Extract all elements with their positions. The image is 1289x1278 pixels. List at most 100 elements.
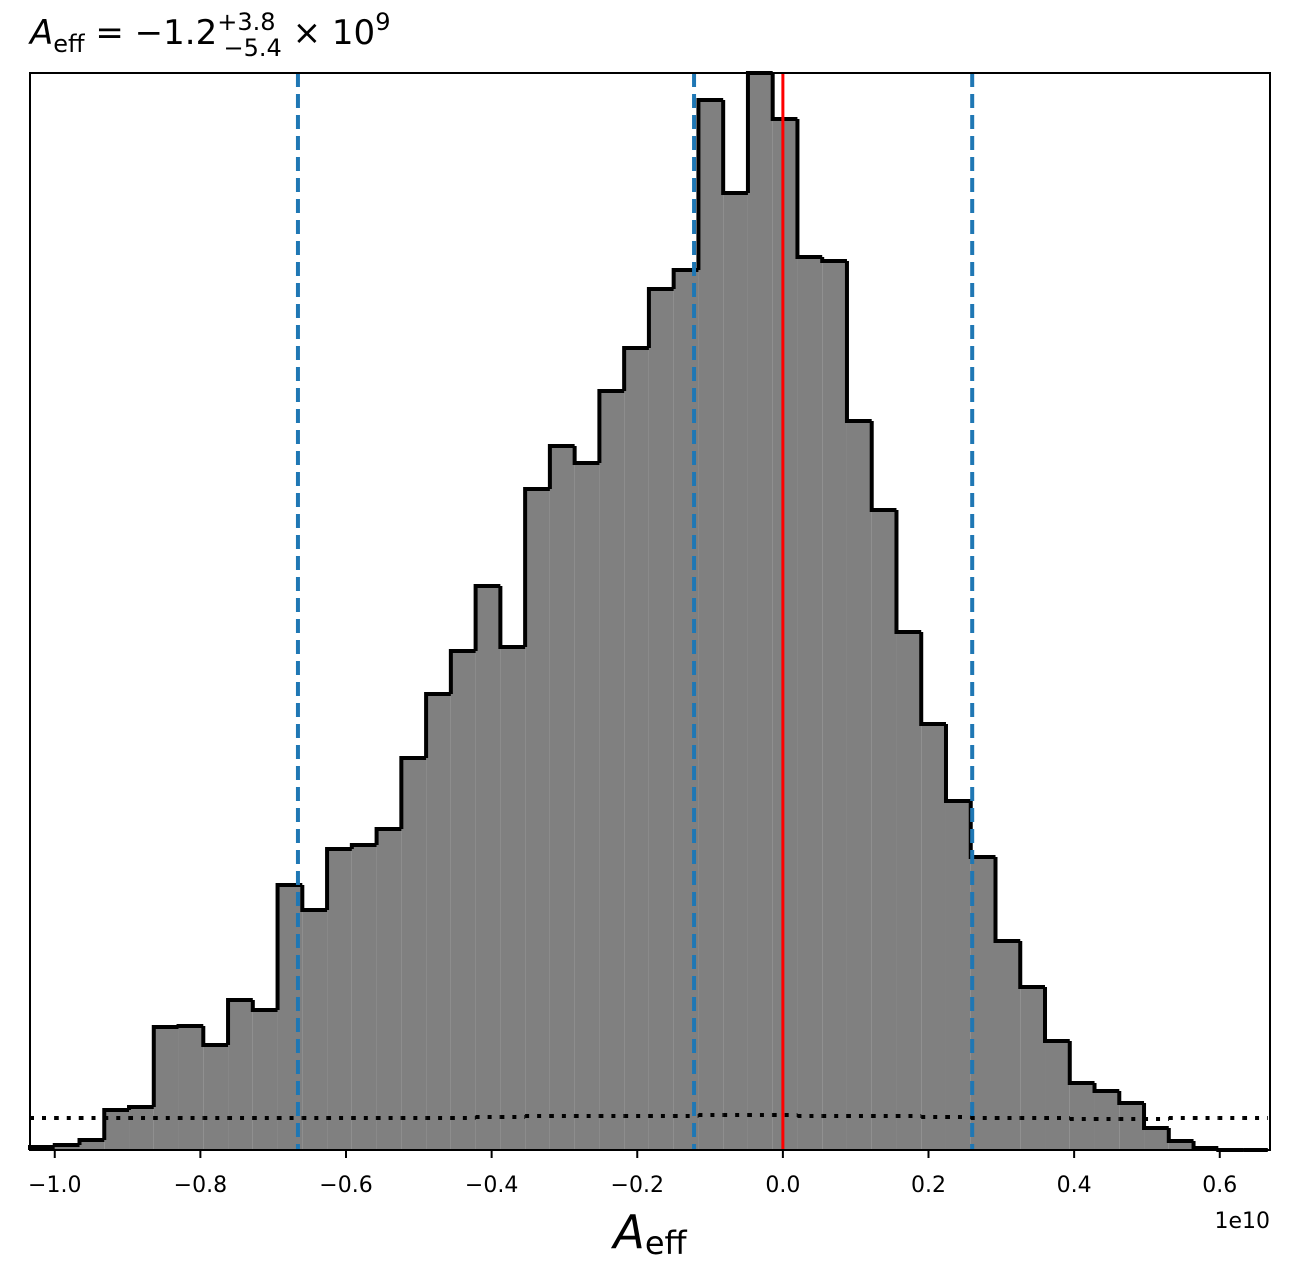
x-tick-label: −0.8 <box>174 1173 227 1198</box>
bar <box>896 632 922 1150</box>
x-tick-label: −0.6 <box>319 1173 372 1198</box>
bar <box>1119 1103 1145 1150</box>
title-times: × 10 <box>282 13 375 53</box>
bar <box>450 651 476 1150</box>
bar-outline <box>77 1138 105 1145</box>
bar <box>426 694 451 1150</box>
bar-outline <box>1117 1091 1145 1105</box>
bar-outline <box>547 444 575 489</box>
bar <box>648 289 674 1150</box>
bar <box>525 489 550 1150</box>
bar <box>945 801 971 1150</box>
x-tick-label: −0.4 <box>465 1173 518 1198</box>
x-offset-label: 1e10 <box>1214 1209 1270 1234</box>
bar-outline <box>127 1105 154 1110</box>
bar <box>822 261 847 1150</box>
bar-outline <box>968 801 996 859</box>
bar-outline <box>869 421 897 512</box>
chart-title: Aeff = −1.2+3.8 −5.4 × 109 <box>28 8 390 62</box>
bar-outline <box>721 100 748 195</box>
bar-outline <box>993 857 1021 943</box>
xlabel-symbol: A <box>610 1205 644 1259</box>
bar-outline <box>374 827 402 845</box>
bar-outline <box>671 268 699 289</box>
bar <box>1144 1128 1169 1150</box>
xlabel-subscript: eff <box>645 1224 688 1262</box>
bar-outline <box>1191 1141 1219 1150</box>
bar-outline <box>226 998 253 1045</box>
plot-frame <box>29 72 1271 1151</box>
bar <box>624 348 649 1150</box>
bar <box>995 941 1021 1150</box>
bar-outline <box>201 1026 229 1047</box>
bar-outline <box>250 1000 278 1012</box>
bar <box>723 193 748 1150</box>
bar <box>549 446 575 1150</box>
bar-outline <box>646 287 674 348</box>
bar <box>79 1140 105 1150</box>
bar-outline <box>1142 1103 1169 1130</box>
bar <box>327 849 352 1150</box>
bar <box>846 421 872 1150</box>
bar-outline <box>1092 1083 1120 1093</box>
bar <box>970 857 996 1150</box>
title-exponent: 9 <box>375 8 390 36</box>
bar-outline <box>1018 941 1046 989</box>
bar-outline <box>275 883 303 1010</box>
bar-outline <box>1166 1128 1194 1143</box>
bar-outline <box>399 756 427 829</box>
bar-outline <box>349 843 377 849</box>
bar <box>747 73 773 1150</box>
title-symbol: A <box>28 13 53 53</box>
bar <box>302 910 328 1150</box>
bar-outline <box>1043 987 1070 1043</box>
bar <box>871 510 897 1150</box>
bar <box>772 119 798 1150</box>
x-tick-label: 0.2 <box>911 1173 946 1198</box>
bar-outline <box>102 1108 130 1140</box>
bar <box>1020 987 1046 1150</box>
bar <box>1168 1141 1194 1150</box>
bar-outline <box>919 632 946 726</box>
bar-outline <box>622 346 649 391</box>
bar <box>921 724 946 1150</box>
bar <box>698 100 724 1150</box>
bar <box>1045 1041 1070 1150</box>
bar-outline <box>523 487 550 647</box>
bar <box>178 1026 204 1150</box>
bar-outline <box>52 1143 80 1147</box>
bar <box>1069 1083 1095 1150</box>
bar-outline <box>597 389 625 463</box>
bar-outline <box>943 724 971 803</box>
title-upper: +3.8 <box>217 8 275 36</box>
bar-outline <box>820 257 847 263</box>
bar-outline <box>424 692 451 758</box>
bar-outline <box>176 1024 204 1028</box>
bar-outline <box>770 73 798 121</box>
bar <box>252 1010 278 1150</box>
bar <box>500 647 526 1150</box>
x-tick-label: −1.0 <box>28 1173 81 1198</box>
bar <box>153 1027 179 1150</box>
bar-outline <box>151 1025 179 1107</box>
bar-outline <box>572 446 600 465</box>
bar <box>203 1045 229 1150</box>
x-tick-label: 0.6 <box>1202 1173 1237 1198</box>
bar-outline <box>795 119 823 259</box>
bar-outline <box>894 510 922 634</box>
bar-outline <box>300 885 328 912</box>
bar <box>599 391 625 1150</box>
bar-outline <box>448 649 476 694</box>
bar <box>797 257 823 1150</box>
bar <box>129 1107 154 1150</box>
x-tick-label: 0.4 <box>1057 1173 1092 1198</box>
bar-outline <box>844 261 872 423</box>
bar-outline <box>473 584 501 651</box>
bar-outline <box>498 586 526 649</box>
bar-outline <box>1067 1041 1095 1085</box>
bar <box>351 845 377 1150</box>
bar-outline <box>325 847 352 910</box>
x-tick-label: −0.2 <box>611 1173 664 1198</box>
bar <box>228 1000 253 1150</box>
title-lower: −5.4 <box>224 34 282 62</box>
